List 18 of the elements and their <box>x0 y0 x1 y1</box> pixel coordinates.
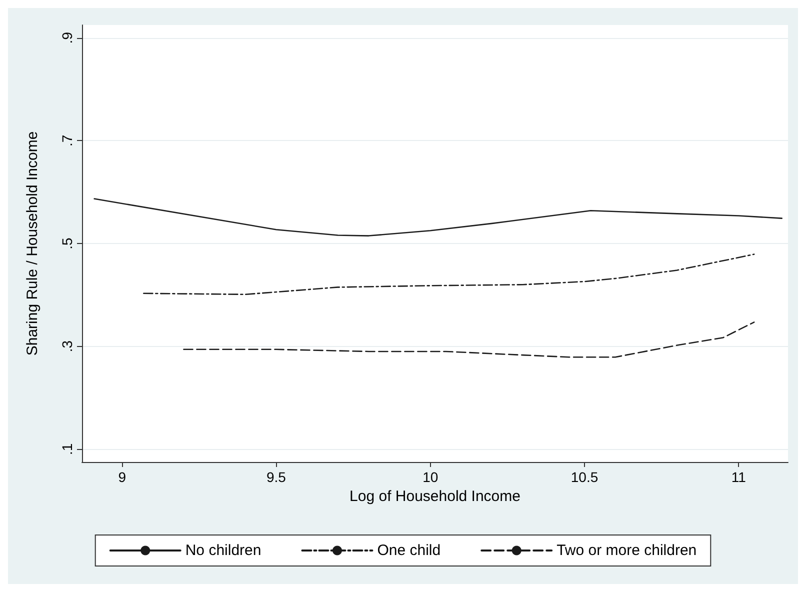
x-tick-label: 10.5 <box>570 469 598 485</box>
x-axis-title: Log of Household Income <box>350 488 520 505</box>
line-series <box>143 254 755 296</box>
y-tick-label: .1 <box>59 443 75 455</box>
legend-label: One child <box>377 542 441 559</box>
legend-label: No children <box>185 542 262 559</box>
x-tick-label: 9 <box>118 469 126 485</box>
x-tick-label: 9.5 <box>266 469 286 485</box>
y-tick-label: .7 <box>59 134 75 147</box>
line-series <box>94 198 782 236</box>
line-series <box>183 322 755 358</box>
y-tick-label: .3 <box>59 340 75 352</box>
x-tick-label: 10 <box>422 469 438 485</box>
y-tick-label: .9 <box>59 32 75 44</box>
legend-label: Two or more children <box>556 542 697 559</box>
y-axis-title: Sharing Rule / Household Income <box>24 131 41 356</box>
y-tick-label: .5 <box>59 237 75 250</box>
x-tick-label: 11 <box>731 469 746 485</box>
